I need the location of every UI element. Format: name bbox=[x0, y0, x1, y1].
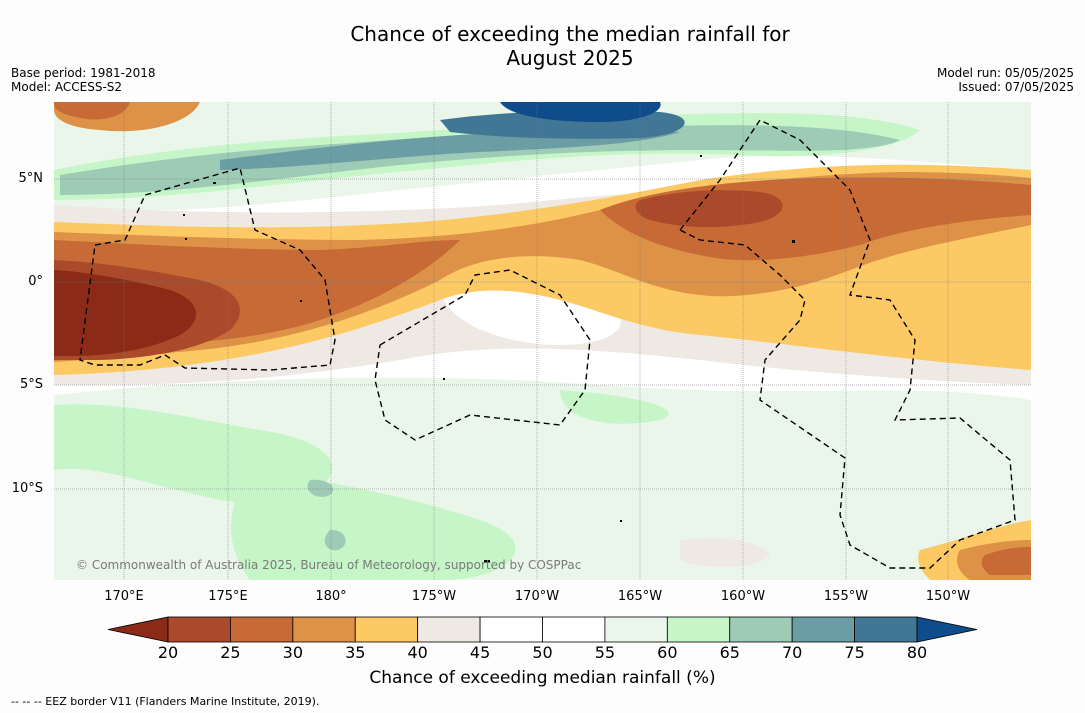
model-name: Model: ACCESS-S2 bbox=[11, 80, 123, 94]
meta-left: Base period: 1981-2018 Model: ACCESS-S2 bbox=[11, 66, 156, 94]
colorbar-tick-label: 70 bbox=[781, 643, 803, 662]
region-80-plus-north bbox=[500, 102, 661, 122]
colorbar-arrow-high bbox=[916, 616, 978, 643]
lon-label-160w: 160°W bbox=[720, 589, 766, 604]
colorbar-tick-label: 45 bbox=[469, 643, 491, 662]
map-title: Chance of exceeding the median rainfall … bbox=[0, 22, 1085, 70]
lon-label-170e: 170°E bbox=[104, 589, 144, 604]
base-period: Base period: 1981-2018 bbox=[11, 66, 156, 80]
colorbar-tick-label: 75 bbox=[844, 643, 865, 662]
lon-label-175w: 175°W bbox=[411, 589, 457, 604]
colorbar-segment bbox=[417, 616, 481, 643]
region-65-70-north bbox=[60, 125, 900, 195]
region-60-65-south-b bbox=[231, 470, 516, 580]
title-line-2: August 2025 bbox=[506, 46, 634, 70]
colorbar bbox=[107, 616, 978, 643]
colorbar-tick-label: 50 bbox=[532, 643, 553, 662]
colorbar-segment bbox=[729, 616, 793, 643]
colorbar-arrow-low bbox=[107, 616, 169, 643]
issued-date: Issued: 07/05/2025 bbox=[958, 80, 1074, 94]
colorbar-segment bbox=[791, 616, 855, 643]
colorbar-tick-label: 65 bbox=[719, 643, 740, 662]
model-run: Model run: 05/05/2025 bbox=[936, 66, 1074, 80]
colorbar-tick-label: 20 bbox=[157, 643, 179, 662]
graticule bbox=[54, 102, 1031, 580]
lat-label-10s: 10°S bbox=[11, 481, 43, 496]
eez-borders bbox=[79, 119, 1016, 569]
eez-note: -- -- -- EEZ border V11 (Flanders Marine… bbox=[11, 695, 320, 708]
colorbar-tick-label: 35 bbox=[345, 643, 366, 662]
lon-label-180: 180° bbox=[315, 589, 347, 604]
region-sw-neutral bbox=[680, 538, 770, 567]
colorbar-segment bbox=[604, 616, 668, 643]
colorbar-tick-label: 60 bbox=[657, 643, 678, 662]
colorbar-segment bbox=[542, 616, 606, 643]
colorbar-tick-label: 80 bbox=[906, 643, 928, 662]
colorbar-segment bbox=[230, 616, 294, 643]
lon-label-165w: 165°W bbox=[617, 589, 663, 604]
lon-label-175e: 175°E bbox=[208, 589, 248, 604]
colorbar-segment bbox=[292, 616, 356, 643]
colorbar-title: Chance of exceeding median rainfall (%) bbox=[369, 668, 716, 688]
copyright-notice: © Commonwealth of Australia 2025, Bureau… bbox=[76, 558, 582, 572]
colorbar-tick-label: 25 bbox=[220, 643, 241, 662]
region-65-70-south bbox=[307, 479, 334, 497]
region-northwest-dry-b bbox=[54, 102, 130, 120]
colorbar-tick-label: 30 bbox=[282, 643, 304, 662]
region-se-dry-c bbox=[981, 547, 1031, 575]
region-20-25-east bbox=[635, 190, 783, 228]
lon-label-155w: 155°W bbox=[823, 589, 869, 604]
colorbar-segment bbox=[854, 616, 918, 643]
colorbar-segment bbox=[354, 616, 419, 643]
title-line-1: Chance of exceeding the median rainfall … bbox=[350, 22, 790, 46]
lat-label-5s: 5°S bbox=[19, 377, 43, 392]
lat-label-5n: 5°N bbox=[18, 171, 44, 186]
region-65-70-south-b bbox=[324, 529, 346, 551]
region-60-65-south-c bbox=[560, 390, 669, 424]
colorbar-tick-label: 40 bbox=[407, 643, 428, 662]
lat-label-0: 0° bbox=[28, 274, 43, 289]
lon-label-170w: 170°W bbox=[514, 589, 560, 604]
islands bbox=[183, 155, 795, 563]
colorbar-segment bbox=[167, 616, 231, 643]
colorbar-tick-label: 55 bbox=[594, 643, 616, 662]
colorbar-segment bbox=[666, 616, 731, 643]
colorbar-segment bbox=[479, 616, 543, 643]
region-70-75-north bbox=[220, 128, 680, 170]
map-plot-area bbox=[54, 102, 1031, 580]
meta-right: Model run: 05/05/2025 Issued: 07/05/2025 bbox=[937, 66, 1074, 94]
lon-label-150w: 150°W bbox=[925, 589, 971, 604]
